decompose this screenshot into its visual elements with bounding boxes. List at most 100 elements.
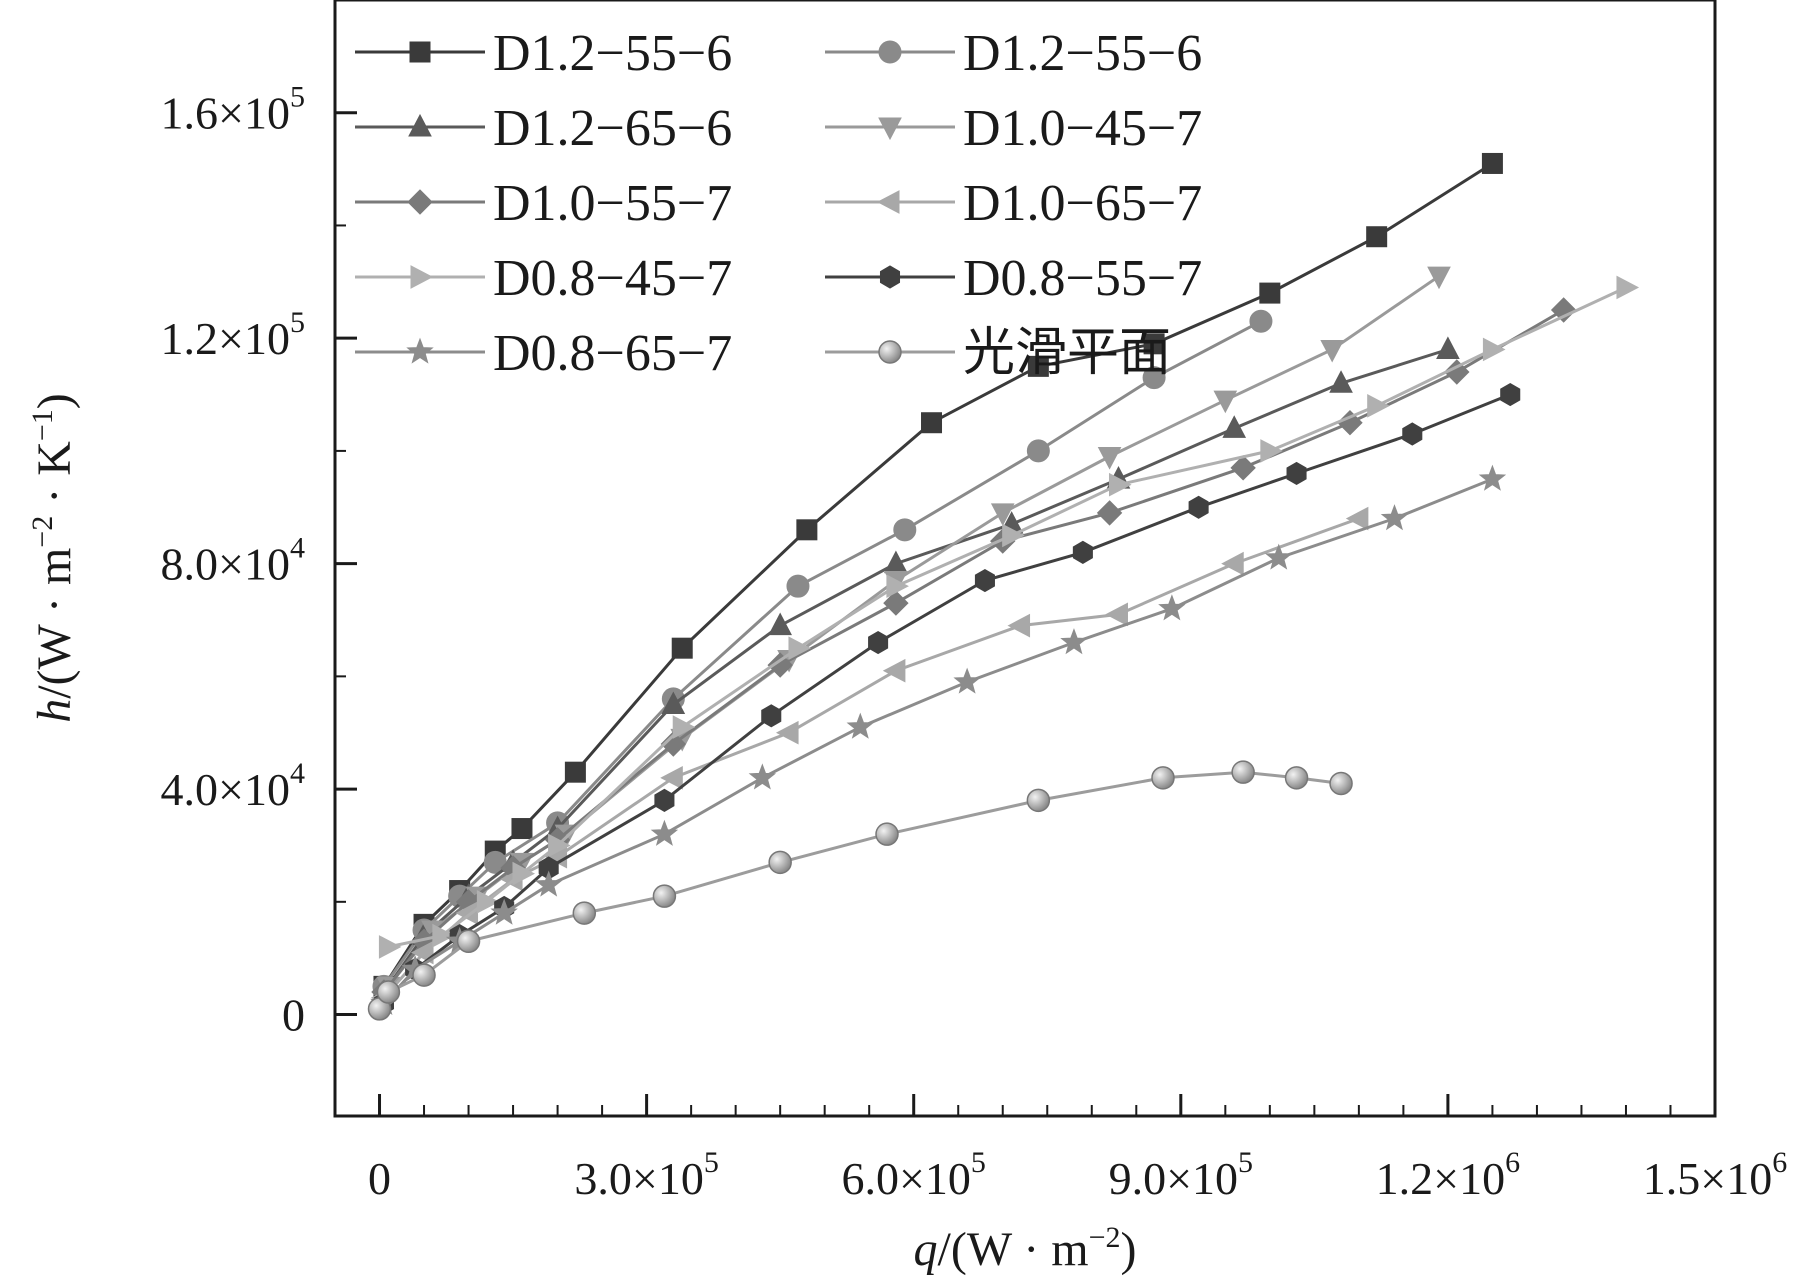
series-8 <box>373 382 1521 1015</box>
data-point <box>376 980 401 1004</box>
legend-label: D1.0−65−7 <box>963 175 1202 232</box>
data-point <box>1108 472 1132 497</box>
data-point <box>660 765 683 790</box>
data-point <box>886 574 909 599</box>
data-point <box>672 715 696 739</box>
data-point <box>1151 766 1175 790</box>
series-layer <box>367 152 1640 1021</box>
legend-item: 光滑平面 <box>825 325 1171 382</box>
data-point <box>775 720 799 745</box>
data-point <box>456 929 481 954</box>
data-point <box>921 412 943 434</box>
y-tick-label: 1.6×105 <box>161 81 305 139</box>
series-10 <box>367 760 1353 1021</box>
data-point <box>786 574 810 598</box>
data-point <box>511 818 533 840</box>
data-point <box>1221 551 1244 576</box>
data-point <box>796 519 818 541</box>
legend-marker <box>878 117 902 141</box>
data-point <box>1320 339 1344 363</box>
data-point <box>1026 439 1050 463</box>
x-tick-label: 1.2×106 <box>1376 1146 1520 1204</box>
data-point <box>650 819 679 846</box>
data-point <box>882 658 906 683</box>
y-tick-label: 0 <box>282 990 305 1041</box>
legend-label: D0.8−55−7 <box>963 250 1202 307</box>
legend-marker <box>409 41 431 63</box>
data-point <box>1500 382 1521 407</box>
data-point <box>1222 415 1247 438</box>
data-point <box>548 833 571 858</box>
legend-label: D0.8−45−7 <box>493 250 732 307</box>
data-point <box>1143 333 1165 355</box>
legend-label: D1.0−45−7 <box>963 100 1202 157</box>
plot-frame <box>333 0 1717 1118</box>
data-point <box>660 731 687 757</box>
data-point <box>1286 461 1307 486</box>
legend-marker <box>878 40 902 64</box>
data-point <box>490 898 518 925</box>
legend-label: D1.0−55−7 <box>493 175 732 232</box>
data-point <box>748 763 777 790</box>
data-point <box>1345 506 1369 531</box>
data-point <box>1027 355 1049 377</box>
data-point <box>572 901 597 925</box>
data-point <box>1188 495 1209 519</box>
series-line <box>382 308 1565 993</box>
data-point <box>1616 275 1640 300</box>
data-point <box>767 652 793 678</box>
data-point <box>1060 628 1088 655</box>
data-point <box>1096 500 1123 526</box>
data-point <box>768 850 792 875</box>
data-point <box>654 788 675 812</box>
data-point <box>1249 309 1273 333</box>
data-point <box>534 870 563 897</box>
legend-label: D1.2−55−6 <box>963 25 1202 82</box>
data-point <box>1231 760 1255 784</box>
series-7 <box>378 275 1640 959</box>
data-point <box>661 691 686 715</box>
legend-item: D0.8−45−7 <box>355 250 732 307</box>
legend-item: D1.2−55−6 <box>355 25 732 82</box>
data-point <box>846 712 875 739</box>
series-5 <box>371 297 1577 1005</box>
legend-label: D0.8−65−7 <box>493 325 732 382</box>
data-point <box>1072 540 1093 564</box>
legend-marker <box>879 265 901 289</box>
data-point <box>652 884 677 908</box>
data-point <box>1402 422 1423 446</box>
data-point <box>1007 613 1031 638</box>
data-point <box>1284 766 1309 790</box>
series-line <box>382 393 1511 1005</box>
data-point <box>761 704 782 728</box>
data-point <box>1142 366 1166 390</box>
data-point <box>893 518 917 542</box>
data-point <box>788 636 812 661</box>
legend-item: D0.8−65−7 <box>355 325 732 382</box>
data-point <box>1158 594 1186 621</box>
y-tick-label: 8.0×104 <box>161 532 305 590</box>
legend-marker <box>410 265 434 289</box>
data-point <box>1436 336 1460 359</box>
data-point <box>1550 297 1577 323</box>
series-6 <box>370 506 1369 1010</box>
legend-marker <box>406 337 434 364</box>
x-tick-label: 9.0×105 <box>1109 1146 1253 1204</box>
data-point <box>768 612 792 636</box>
legend-label: D1.2−65−6 <box>493 100 732 157</box>
legend-item: D1.0−45−7 <box>825 100 1202 157</box>
legend-label: D1.2−55−6 <box>493 25 732 82</box>
legend-item: D1.2−65−6 <box>355 100 732 157</box>
axis-ticks: 0 3.0×105 6.0×105 9.0×105 1.2×106 1.5×106 0 4.0… <box>161 0 1787 1204</box>
y-axis-title: h/(W · m−2 · K−1) <box>26 393 81 723</box>
data-point <box>564 761 586 783</box>
data-point <box>1481 152 1503 174</box>
legend-marker <box>408 113 432 137</box>
data-point <box>432 923 455 948</box>
legend-marker <box>407 189 433 215</box>
data-point <box>1329 370 1353 393</box>
x-tick-label: 6.0×105 <box>841 1146 985 1204</box>
series-2 <box>372 309 1273 998</box>
legend-marker <box>878 340 902 364</box>
